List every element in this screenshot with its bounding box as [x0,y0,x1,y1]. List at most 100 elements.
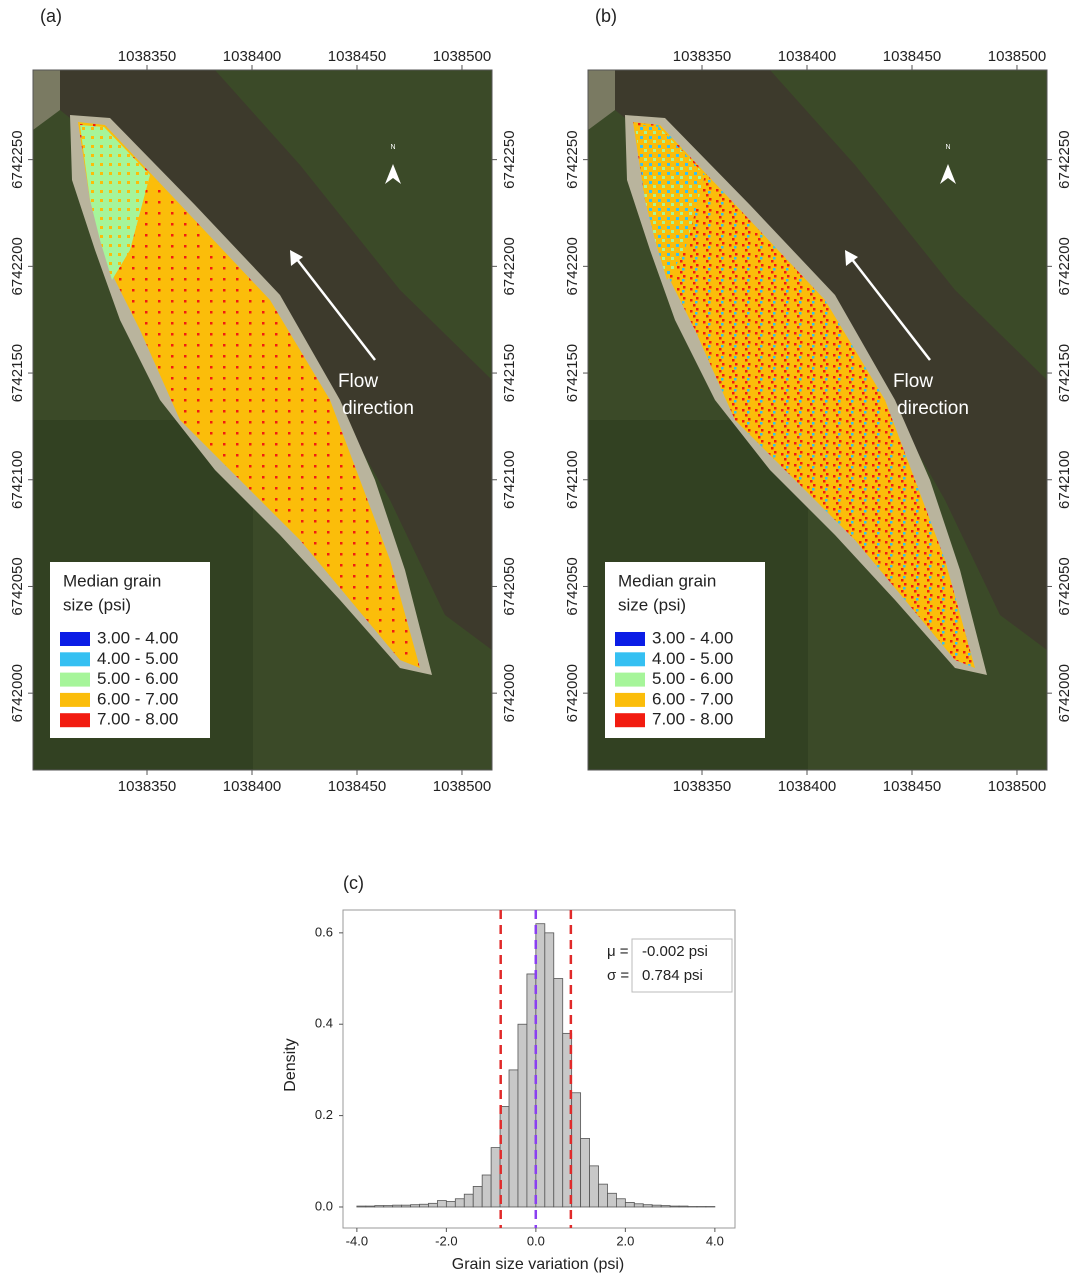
grain-size-area [78,122,420,668]
x-tick-label: 1038400 [778,778,836,795]
y-tick-label: 0.0 [315,1198,333,1213]
legend-label: 5.00 - 6.00 [652,669,733,688]
y-tick-label: 6742200 [1056,237,1069,295]
histogram-bar [633,1203,644,1208]
histogram-bar [589,1165,599,1208]
histogram-bar [428,1202,438,1208]
histogram-bar [410,1204,420,1208]
flow-arrow [850,257,931,361]
histogram-bar [571,1092,582,1208]
north-arrow [940,164,956,184]
legend-swatch [60,672,90,687]
annotation-value: 0.784 psi [642,967,703,984]
legend-title: size (psi) [618,595,686,614]
annotation-label: σ = [607,967,629,984]
flow-arrowhead [290,250,303,266]
histogram-bar [508,1069,519,1208]
y-tick-label: 6742150 [501,344,518,402]
x-tick-label: 1038350 [673,778,731,795]
y-tick-label: 6742250 [9,130,26,188]
histogram-bar [607,1192,617,1208]
legend-label: 7.00 - 8.00 [97,710,178,729]
histogram-bar [526,973,537,1208]
histogram-bar [580,1138,590,1208]
y-tick-label: 6742100 [564,451,581,509]
x-axis-label: Grain size variation (psi) [452,1256,625,1273]
histogram-bar [678,1205,689,1208]
y-tick-label: 6742000 [9,664,26,722]
x-tick-label: 4.0 [706,1233,724,1248]
legend-label: 3.00 - 4.00 [652,628,733,647]
y-tick-label: 6742000 [1056,664,1069,722]
legend-label: 6.00 - 7.00 [97,689,178,708]
histogram-bar [616,1198,626,1208]
y-tick-label: 6742100 [9,451,26,509]
legend-swatch [60,632,90,646]
histogram-bar [660,1205,671,1208]
y-tick-label: 6742250 [564,130,581,188]
legend-swatch [615,692,645,707]
y-tick-label: 6742050 [1056,557,1069,615]
north-label: N [945,144,950,151]
legend-title: Median grain [63,571,161,590]
y-tick-label: 6742200 [501,237,518,295]
x-tick-label: 1038350 [673,48,731,65]
legend-swatch [60,652,90,667]
y-tick-label: 0.6 [315,924,333,939]
x-tick-label: -4.0 [346,1233,368,1248]
histogram-bar [472,1186,483,1208]
x-tick-label: 2.0 [616,1233,634,1248]
annotation-box [631,938,733,993]
legend-swatch [615,713,645,728]
x-tick-label: 1038500 [988,48,1046,65]
legend-box [50,562,210,738]
histogram-bar [598,1183,608,1208]
legend-label: 4.00 - 5.00 [97,649,178,668]
histogram-bar [624,1202,635,1208]
histogram-bar [419,1203,429,1208]
x-tick-label: 1038450 [883,48,941,65]
histogram-bar [383,1205,394,1208]
y-tick-label: 6742100 [501,451,518,509]
histogram-bar [374,1205,385,1208]
y-tick-label: 6742050 [9,557,26,615]
legend-label: 4.00 - 5.00 [652,649,733,668]
grain-size-area-upstream [635,125,705,280]
y-tick-label: 6742050 [501,557,518,615]
y-tick-label: 6742050 [564,557,581,615]
y-tick-label: 0.2 [315,1107,333,1122]
y-tick-label: 6742150 [564,344,581,402]
y-tick-label: 6742250 [1056,130,1069,188]
y-axis-label: Density [282,1038,299,1091]
flow-label: direction [897,398,969,419]
legend-title: Median grain [618,571,716,590]
legend-label: 3.00 - 4.00 [97,628,178,647]
x-tick-label: 1038500 [433,48,491,65]
histogram-bar [535,923,546,1208]
panel-label: (c) [343,873,364,893]
north-label: N [390,144,395,151]
panel-label: (b) [595,6,617,26]
x-tick-label: 1038350 [118,48,176,65]
legend-swatch [60,692,90,707]
legend-title: size (psi) [63,595,131,614]
flow-arrowhead [845,250,858,266]
x-tick-label: 1038450 [328,778,386,795]
y-tick-label: 6742200 [9,237,26,295]
flow-arrow [295,257,376,361]
histogram-bar [642,1204,653,1208]
y-tick-label: 6742250 [501,130,518,188]
x-tick-label: 1038450 [883,778,941,795]
histogram-bar [454,1198,465,1208]
y-tick-label: 6742000 [564,664,581,722]
y-tick-label: 0.4 [315,1016,333,1031]
histogram-bar [356,1205,367,1208]
x-tick-label: 1038500 [988,778,1046,795]
plot-frame [32,69,493,771]
x-tick-label: 1038350 [118,778,176,795]
x-tick-label: 1038450 [328,48,386,65]
legend-label: 7.00 - 8.00 [652,710,733,729]
flow-label: direction [342,398,414,419]
x-tick-label: 1038400 [778,48,836,65]
